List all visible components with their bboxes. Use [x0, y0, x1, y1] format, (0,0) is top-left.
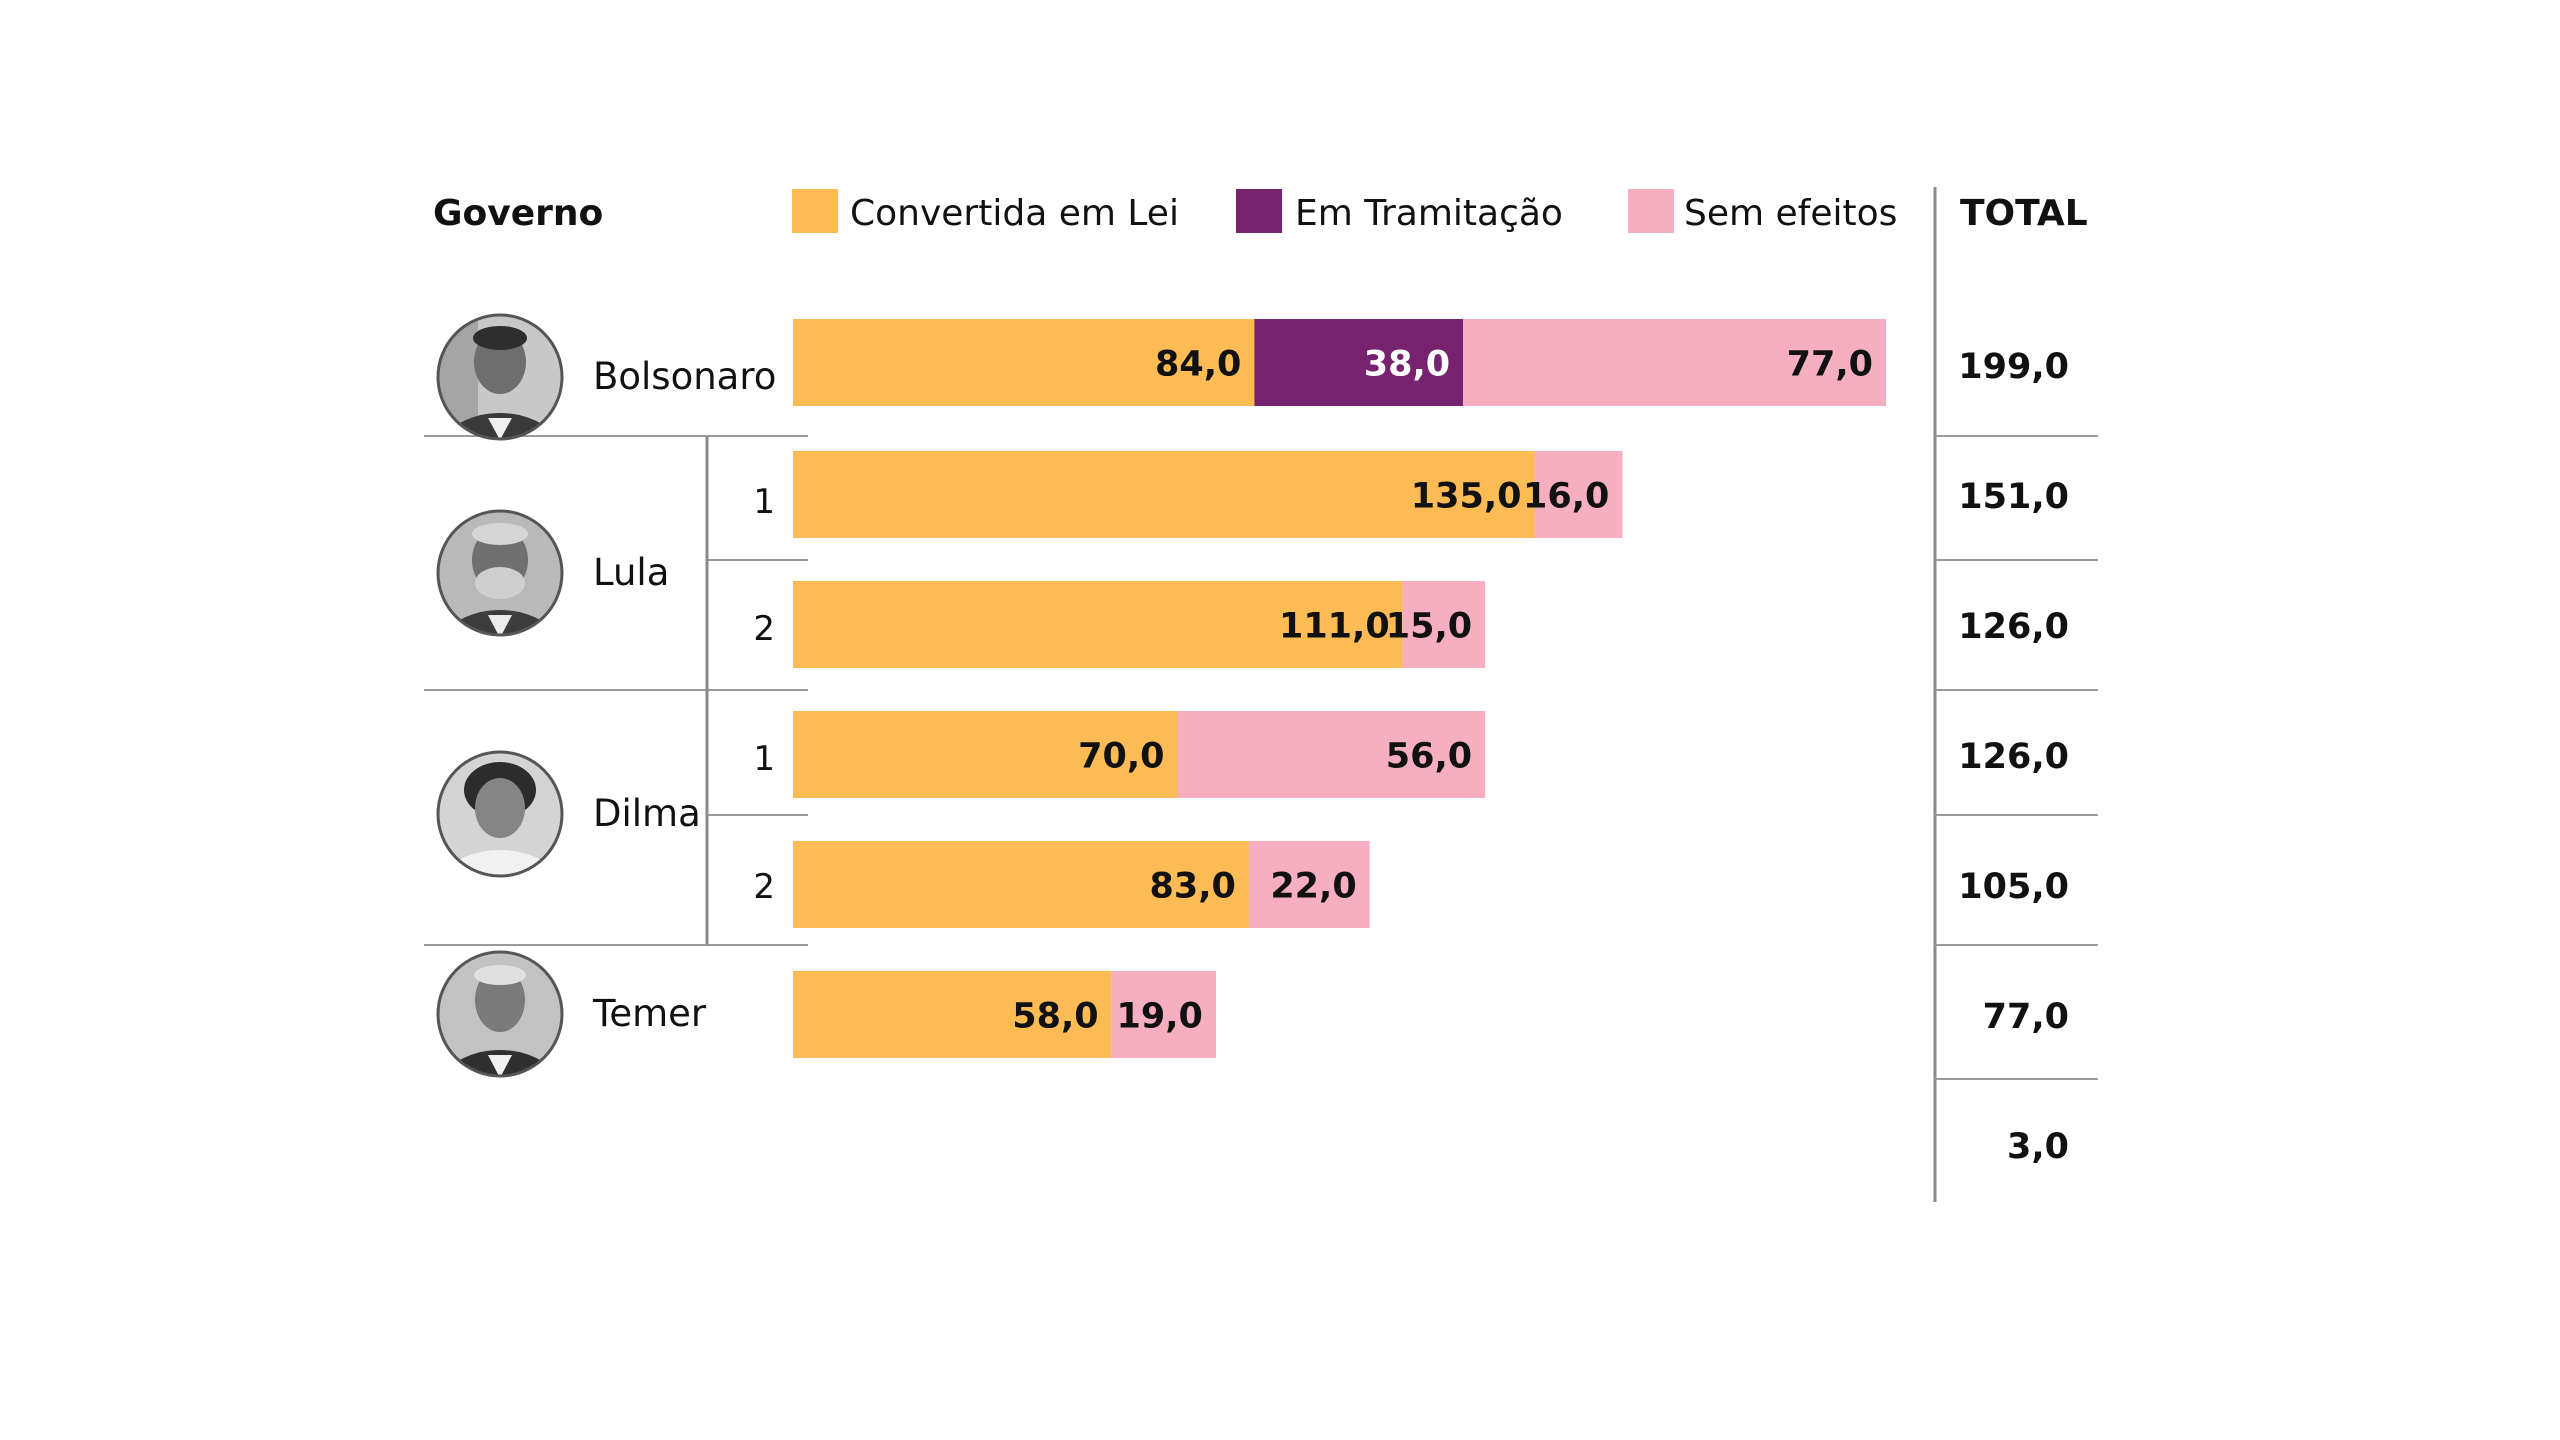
bar-value-label: 77,0: [1787, 345, 1873, 385]
bar-value-label: 58,0: [1012, 997, 1098, 1037]
legend: Convertida em Lei Em Tramitação Sem efei…: [792, 189, 1897, 234]
bar-value-label: 38,0: [1364, 345, 1450, 385]
bar-segment: [793, 841, 1249, 928]
legend-label-tramitacao: Em Tramitação: [1295, 193, 1563, 234]
avatar-dilma: [436, 750, 564, 878]
total-value: 126,0: [1958, 607, 2069, 647]
legend-swatch-convertida: [792, 189, 838, 233]
bar-value-label: 19,0: [1117, 997, 1203, 1037]
total-column-rules: [1933, 187, 2098, 1202]
governo-name-bolsonaro: Bolsonaro: [593, 355, 776, 398]
bar-value-label: 70,0: [1078, 737, 1164, 777]
mandato-label: 1: [753, 739, 775, 779]
legend-label-convertida: Convertida em Lei: [850, 193, 1179, 234]
legend-label-sem-efeitos: Sem efeitos: [1684, 193, 1897, 234]
governo-name-lula: Lula: [593, 551, 669, 594]
bar-segment: [1534, 451, 1623, 538]
avatar-lula: [436, 509, 564, 637]
mandato-label: 2: [753, 867, 775, 907]
bar-segment: [1254, 319, 1464, 406]
total-value: 151,0: [1958, 477, 2069, 517]
bar-segment: [793, 319, 1255, 406]
bar-value-label: 22,0: [1270, 867, 1356, 907]
bar-segment: [793, 711, 1178, 798]
bar-segment: [1177, 711, 1486, 798]
bar-segment: [793, 451, 1535, 538]
total-value: 199,0: [1958, 347, 2069, 387]
governo-name-dilma: Dilma: [593, 792, 701, 835]
bar-value-label: 84,0: [1155, 345, 1241, 385]
bar-value-label: 111,0: [1279, 607, 1390, 647]
bar-value-label: 15,0: [1386, 607, 1472, 647]
bar-segment: [793, 971, 1112, 1058]
mandato-label: 2: [753, 609, 775, 649]
bar-value-label: 56,0: [1386, 737, 1472, 777]
bar-area: 84,0 38,0 77,0 135,0 16,0 111,015,0 70,0 56,0 83…: [793, 319, 1886, 1058]
governo-name-temer: Temer: [592, 992, 707, 1035]
governo-header: Governo: [433, 193, 603, 234]
total-value: 3,0: [2007, 1127, 2069, 1167]
bar-value-label: 16,0: [1523, 477, 1609, 517]
bar-segment: [1248, 841, 1370, 928]
bar-segment: [1402, 581, 1486, 668]
mandato-label: 1: [753, 482, 775, 522]
avatar-temer: [436, 950, 564, 1078]
bar-value-label: 135,0: [1411, 477, 1522, 517]
total-value: 77,0: [1983, 997, 2069, 1037]
total-header: TOTAL: [1960, 193, 2088, 234]
legend-swatch-tramitacao: [1236, 189, 1282, 233]
avatar-bolsonaro: [436, 313, 564, 441]
bar-segment: [1463, 319, 1886, 406]
bar-value-label: 83,0: [1150, 867, 1236, 907]
bar-segment: [1111, 971, 1216, 1058]
legend-swatch-sem-efeitos: [1628, 189, 1674, 233]
group-dividers: [424, 435, 808, 946]
total-value: 126,0: [1958, 737, 2069, 777]
total-value: 105,0: [1958, 867, 2069, 907]
bar-segment: [793, 581, 1403, 668]
